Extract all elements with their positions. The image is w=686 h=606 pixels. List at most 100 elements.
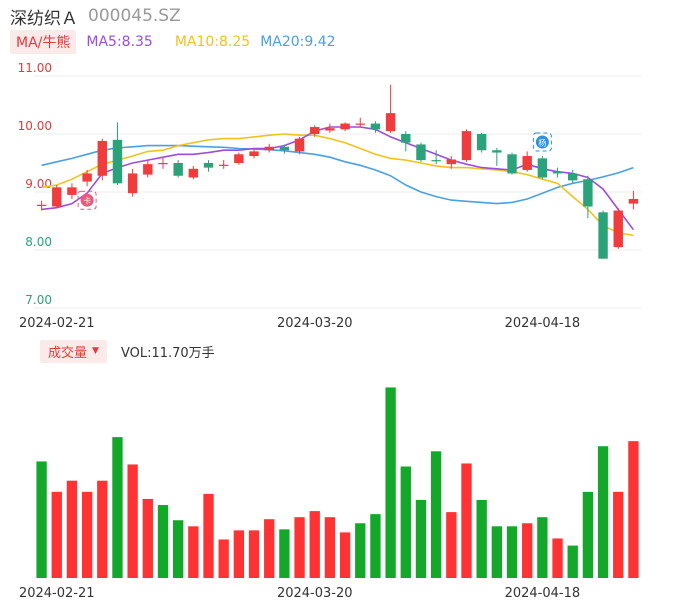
candle-body: [598, 212, 608, 259]
candle-body: [355, 123, 365, 125]
signal-markers: 卡杨: [77, 132, 552, 210]
price-grid: [34, 75, 641, 309]
volume-bar: [81, 491, 93, 578]
volume-bar: [537, 517, 548, 578]
ma5-line: [41, 126, 635, 231]
volume-bar: [461, 463, 472, 578]
moving-average-lines: [41, 126, 635, 237]
volume-bar: [203, 493, 214, 578]
candle-body: [173, 163, 183, 176]
volume-indicator-button[interactable]: 成交量 ▼: [40, 339, 107, 363]
ma20-line: [41, 144, 634, 205]
price-x-tick-label: 2024-03-20: [277, 316, 353, 331]
candle-body: [507, 154, 517, 174]
stock-header: 深纺织Ａ 000045.SZ: [10, 4, 181, 29]
volume-bar: [294, 517, 305, 578]
candle-body: [325, 128, 335, 131]
candle-body: [127, 173, 138, 194]
volume-bar: [385, 387, 396, 578]
volume-bar: [218, 539, 229, 578]
volume-bar: [112, 437, 123, 578]
price-y-tick-label: 10.00: [18, 119, 52, 133]
volume-bar: [582, 491, 594, 578]
price-x-axis: 2024-02-21 2024-03-20 2024-04-18: [19, 316, 580, 331]
volume-bar: [597, 446, 609, 578]
volume-bar: [97, 480, 108, 578]
marker-label: 卡: [83, 196, 91, 206]
candle-body: [583, 179, 593, 207]
buy-marker-dot: [80, 193, 94, 207]
candle-body: [628, 198, 639, 204]
volume-bar: [264, 519, 275, 578]
volume-x-tick-label: 2024-04-18: [505, 586, 581, 601]
volume-x-tick-label: 2024-02-21: [19, 586, 95, 601]
candle-body: [431, 160, 441, 162]
volume-bar: [248, 530, 260, 578]
candle-body: [188, 168, 199, 178]
candle-body: [492, 150, 502, 153]
volume-bar: [491, 526, 502, 578]
marker-label: 杨: [538, 138, 546, 148]
volume-bar: [628, 441, 639, 578]
candle-body: [370, 123, 381, 130]
price-x-tick-label: 2024-04-18: [505, 316, 581, 331]
volume-bar: [355, 523, 366, 578]
candle-body: [82, 173, 92, 182]
volume-bar: [127, 464, 138, 578]
price-y-tick-label: 11.00: [18, 61, 52, 75]
price-y-axis: 11.00 10.00 9.00 8.00 7.00: [18, 61, 52, 307]
volume-bar: [233, 530, 245, 578]
candle-body: [385, 113, 396, 132]
candle-body: [67, 187, 77, 195]
volume-bar: [400, 466, 411, 578]
volume-bar: [66, 480, 78, 578]
volume-bar: [567, 545, 578, 578]
candle-body: [310, 127, 320, 134]
candle-body: [476, 134, 487, 151]
volume-bar: [142, 498, 153, 578]
volume-bar: [324, 517, 336, 578]
volume-bar: [51, 491, 62, 578]
candle-body: [36, 204, 47, 206]
candle-body: [143, 164, 153, 175]
candle-body: [613, 210, 623, 248]
candle-body: [552, 171, 563, 174]
volume-bar: [188, 526, 199, 578]
volume-bar: [552, 538, 563, 578]
volume-bar: [430, 451, 442, 578]
candle-body: [568, 173, 578, 181]
ma5-label: MA5:8.35: [86, 34, 153, 50]
price-y-tick-label: 8.00: [25, 235, 52, 249]
volume-bar: [613, 491, 624, 578]
candle-body: [158, 163, 168, 165]
volume-bar: [36, 461, 47, 578]
stock-name: 深纺织Ａ: [10, 8, 78, 29]
volume-bar: [173, 520, 184, 578]
candle-body: [218, 164, 229, 166]
price-y-tick-label: 7.00: [25, 293, 52, 307]
b-marker-icon: [77, 190, 97, 210]
candle-body: [446, 159, 457, 165]
stock-code: 000045.SZ: [88, 6, 181, 26]
candle-body: [234, 154, 244, 163]
volume-x-axis: 2024-02-21 2024-03-20 2024-04-18: [19, 586, 580, 601]
volume-bars: [36, 387, 639, 578]
ma-legend-bar: MA/牛熊 MA5:8.35 MA10:8.25 MA20:9.42: [10, 30, 336, 54]
volume-bar: [339, 532, 351, 578]
s-marker-icon: [532, 132, 552, 152]
candle-body: [249, 151, 259, 157]
volume-bar: [476, 499, 487, 578]
sell-marker-dot: [535, 135, 549, 149]
candle-body: [340, 123, 350, 130]
candle-body: [537, 158, 548, 178]
price-y-tick-label: 9.00: [25, 177, 52, 191]
volume-bar: [415, 499, 427, 578]
caret-down-icon: ▼: [92, 346, 99, 356]
volume-bar: [522, 523, 533, 578]
candle-body: [522, 156, 532, 170]
volume-bar: [370, 514, 381, 578]
candle-body: [97, 140, 107, 176]
ma10-label: MA10:8.25: [174, 34, 251, 50]
ma-indicator-button[interactable]: MA/牛熊: [10, 30, 77, 54]
